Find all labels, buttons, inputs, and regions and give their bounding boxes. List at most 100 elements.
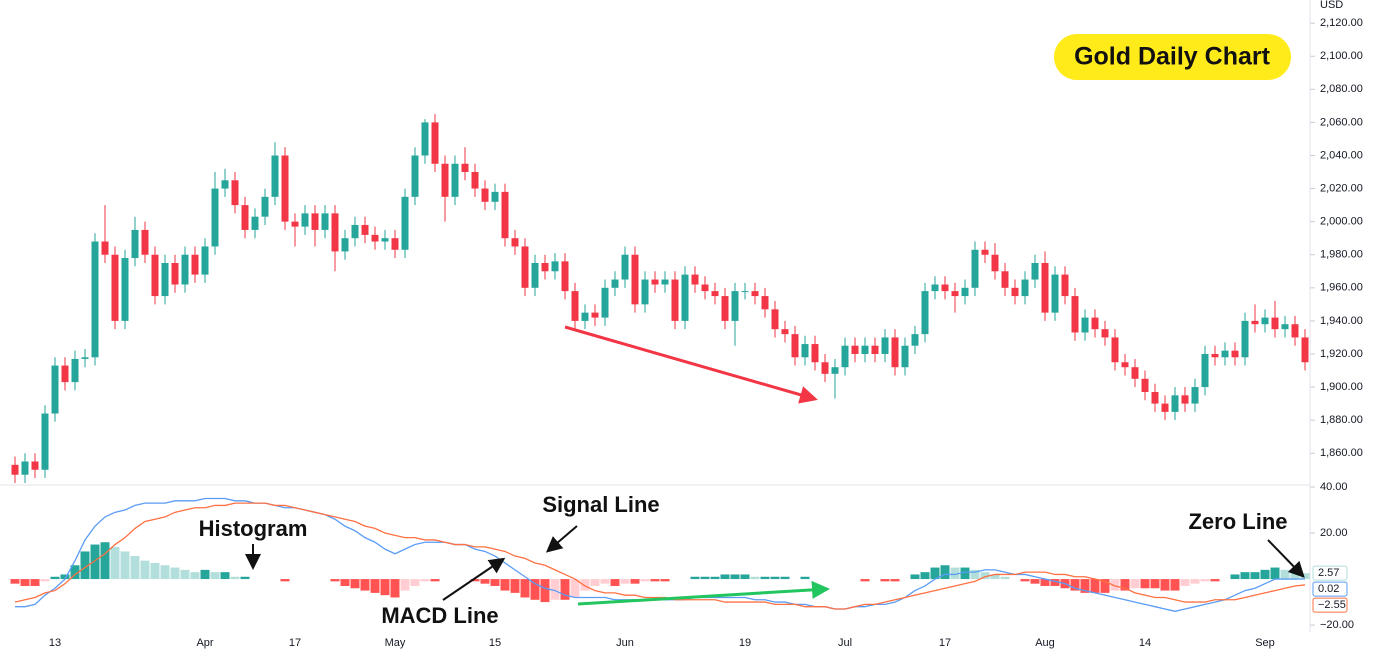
histogram-bar	[330, 579, 340, 582]
candle-body	[181, 254, 189, 285]
y-tick-label: 1,940.00	[1320, 315, 1363, 327]
histogram-bar	[520, 579, 530, 598]
candle-body	[701, 284, 709, 292]
candle-body	[481, 188, 489, 202]
x-tick-label: May	[385, 637, 406, 649]
candle-body	[661, 279, 669, 285]
histogram-annotation: Histogram	[199, 516, 308, 541]
candle-body	[511, 238, 519, 247]
histogram-bar	[1230, 574, 1240, 580]
candle-body	[391, 238, 399, 250]
histogram-bar	[200, 569, 210, 580]
candle-body	[451, 163, 459, 197]
candle-body	[1051, 274, 1059, 313]
histogram-bar	[1100, 579, 1110, 593]
histogram-bar	[550, 579, 560, 600]
candle-body	[1101, 329, 1109, 338]
histogram-bar	[500, 579, 510, 591]
histogram-bar	[660, 579, 670, 582]
annotation-arrow	[442, 557, 506, 601]
x-tick-label: Aug	[1035, 637, 1055, 649]
candle-body	[991, 254, 999, 272]
candle-body	[971, 249, 979, 288]
x-tick-label: 17	[289, 637, 301, 649]
candle-body	[71, 358, 79, 383]
histogram-bar	[730, 574, 740, 580]
candle-body	[951, 291, 959, 297]
last-value-label: 2.57	[1318, 567, 1339, 579]
candle-body	[201, 246, 209, 275]
candle-body	[1041, 263, 1049, 313]
histogram-bar	[30, 579, 40, 586]
candle-body	[931, 284, 939, 292]
candle-body	[621, 254, 629, 280]
title-badge	[1054, 34, 1291, 80]
candle-body	[21, 461, 29, 475]
histogram-bar	[410, 579, 420, 586]
histogram-bar	[10, 579, 20, 584]
histogram-bar	[280, 579, 290, 582]
y-tick-label: 2,040.00	[1320, 149, 1363, 161]
histogram-bar	[780, 576, 790, 580]
histogram-bar	[1170, 579, 1180, 591]
histogram-bar	[1260, 569, 1270, 580]
histogram-bar	[630, 579, 640, 584]
histogram-bar	[1240, 572, 1250, 580]
histogram-bar	[40, 579, 50, 582]
histogram-bar	[20, 579, 30, 586]
histogram-bar	[1300, 573, 1310, 580]
candle-body	[771, 309, 779, 330]
candle-body	[1191, 387, 1199, 404]
x-tick-label: 17	[939, 637, 951, 649]
candle-body	[821, 362, 829, 374]
candle-body	[441, 163, 449, 197]
candle-body	[711, 291, 719, 297]
candle-body	[41, 413, 49, 470]
candle-body	[211, 188, 219, 247]
x-tick-label: Jun	[616, 637, 634, 649]
candle-body	[491, 191, 499, 202]
histogram-bar	[50, 576, 60, 580]
histogram-bar	[170, 567, 180, 580]
histogram-bar	[640, 579, 650, 582]
candle-body	[291, 221, 299, 227]
histogram-bar	[110, 546, 120, 580]
last-value-label: −2.55	[1318, 599, 1346, 611]
histogram-bar	[960, 567, 970, 580]
histogram-bar	[530, 579, 540, 600]
candle-body	[1291, 324, 1299, 338]
candle-body	[571, 291, 579, 321]
candle-body	[611, 279, 619, 288]
candle-body	[1021, 279, 1029, 297]
histogram-bar	[620, 579, 630, 584]
candle-body	[1301, 337, 1309, 363]
histogram-bar	[390, 579, 400, 598]
histogram-bar	[540, 579, 550, 603]
candle-body	[731, 291, 739, 321]
candle-body	[471, 172, 479, 189]
candle-body	[831, 367, 839, 374]
candle-body	[81, 357, 89, 359]
y-tick-label: −20.00	[1320, 619, 1354, 631]
candle-body	[911, 334, 919, 346]
x-tick-label: Jul	[838, 637, 852, 649]
candle-body	[541, 263, 549, 272]
candle-body	[1251, 320, 1259, 325]
y-tick-label: 1,880.00	[1320, 414, 1363, 426]
histogram-bar	[120, 551, 130, 580]
histogram-bar	[1150, 579, 1160, 589]
histogram-bar	[590, 579, 600, 586]
histogram-bar	[1290, 572, 1300, 580]
candle-body	[191, 254, 199, 275]
histogram-bar	[130, 556, 140, 580]
candle-body	[371, 234, 379, 242]
last-value-box	[1312, 597, 1348, 613]
candle-body	[61, 365, 69, 383]
candle-body	[1061, 274, 1069, 297]
candle-body	[1271, 317, 1279, 330]
histogram-bar	[720, 574, 730, 580]
histogram-bar	[60, 574, 70, 580]
candle-body	[1001, 271, 1009, 288]
candle-body	[301, 213, 309, 227]
